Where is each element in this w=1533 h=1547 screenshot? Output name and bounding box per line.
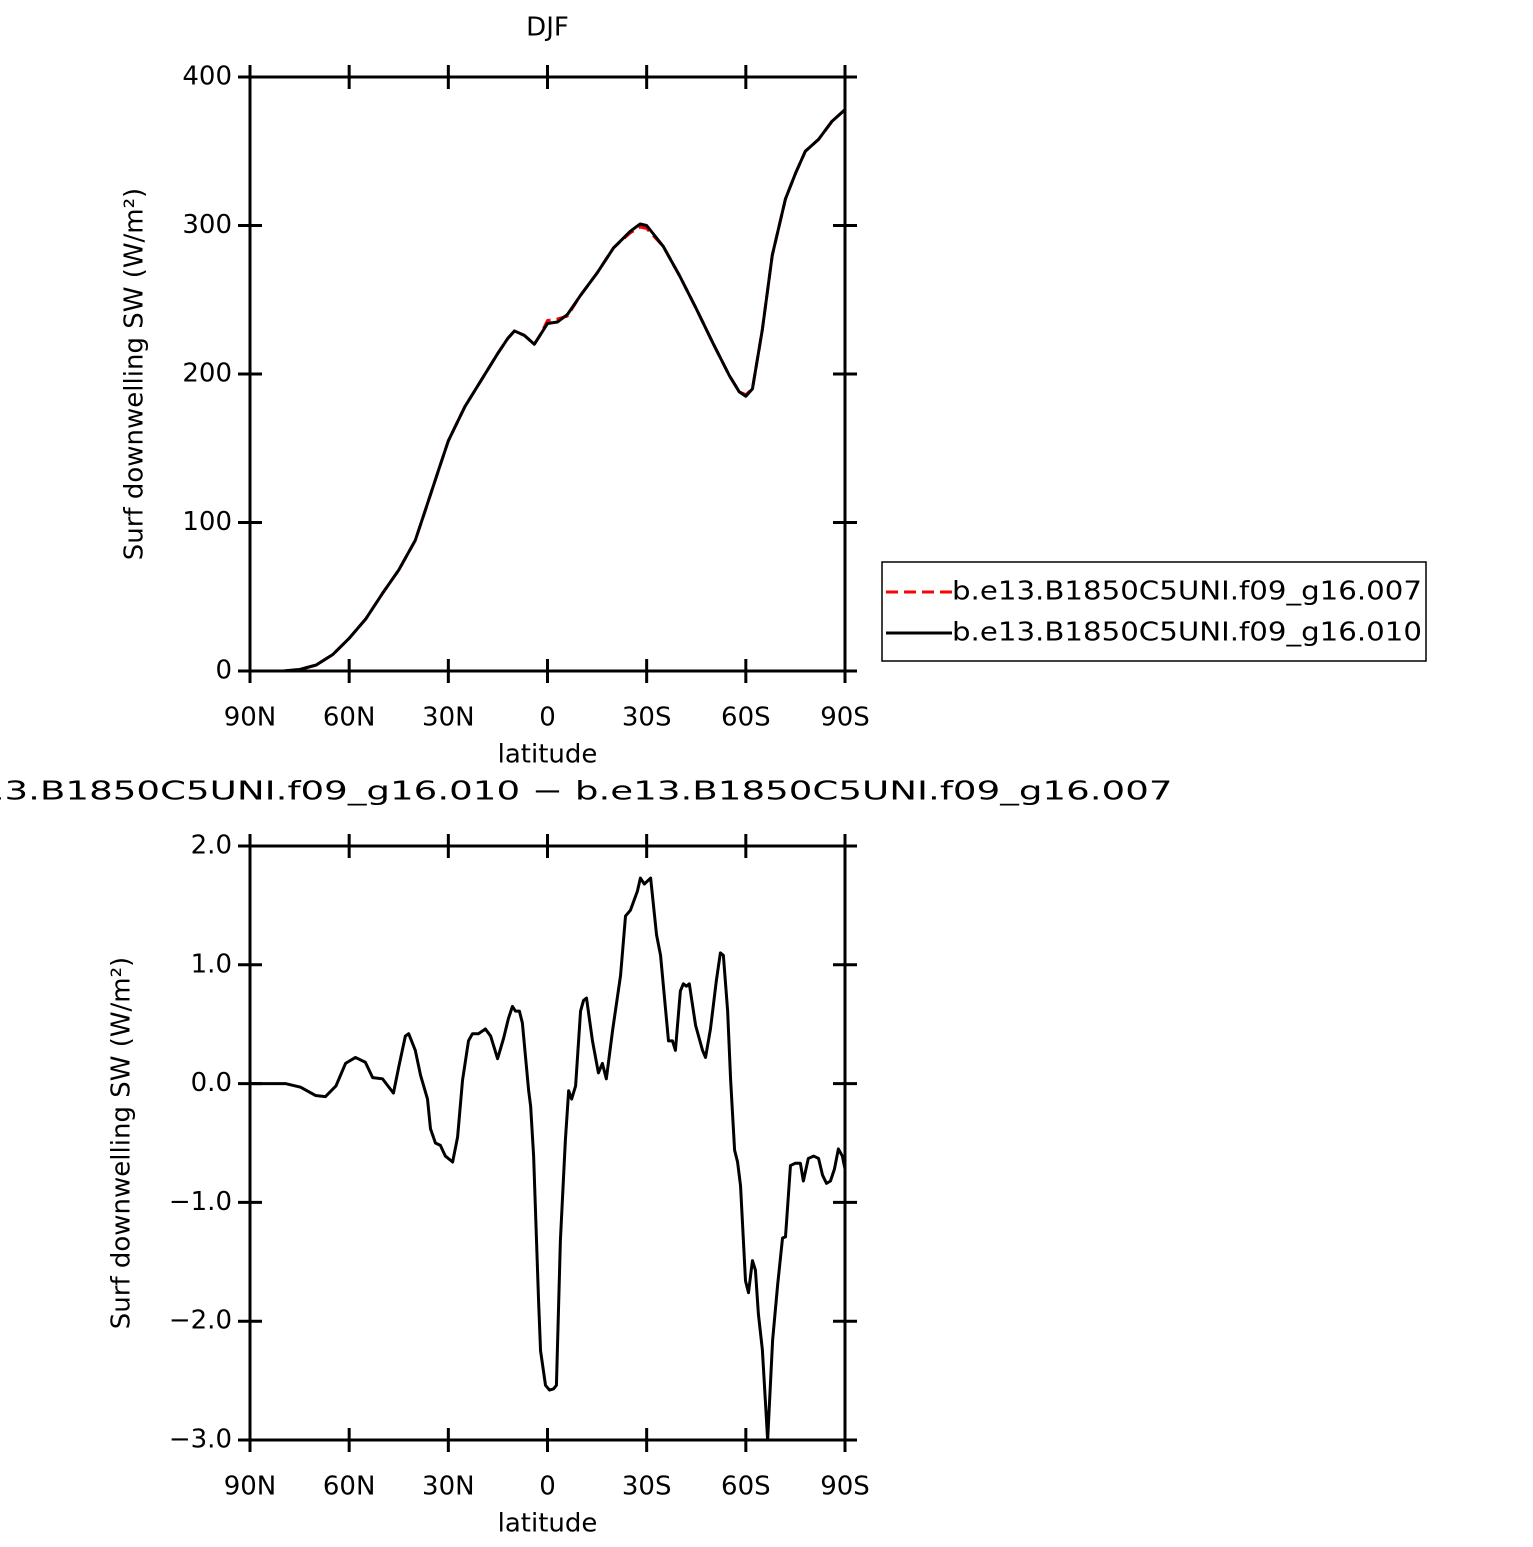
legend-box	[881, 561, 1427, 662]
x-tick-label: 90N	[224, 1472, 277, 1502]
y-tick-label: 0.0	[191, 1068, 232, 1098]
x-tick-label: 90S	[820, 1472, 870, 1502]
y-tick-label: 1.0	[191, 949, 232, 979]
x-tick-label: 30S	[622, 1472, 672, 1502]
chart-title: DJF	[526, 13, 569, 43]
y-tick-label: −3.0	[169, 1425, 232, 1455]
y-tick-label: 300	[182, 210, 232, 240]
y-tick-label: 2.0	[191, 831, 232, 861]
y-tick-label: 0	[215, 656, 232, 686]
plot-frame	[248, 844, 847, 1442]
x-tick-label: 60S	[721, 703, 771, 733]
x-tick-label: 90N	[224, 703, 277, 733]
x-axis-label: latitude	[498, 740, 598, 770]
y-tick-label: −1.0	[169, 1187, 232, 1217]
x-tick-label: 30S	[622, 703, 672, 733]
x-tick-label: 60N	[323, 1472, 376, 1502]
y-tick-label: 200	[182, 359, 232, 389]
legend-label: b.e13.B1850C5UNI.f09_g16.007	[952, 577, 1422, 607]
x-tick-label: 0	[539, 703, 556, 733]
data-line	[250, 108, 847, 673]
chart-title: b.e13.B1850C5UNI.f09_g16.010 − b.e13.B18…	[0, 777, 1173, 807]
y-axis-label: Surf downwelling SW (W/m²)	[107, 957, 137, 1329]
x-tick-label: 60N	[323, 703, 376, 733]
y-axis-label: Surf downwelling SW (W/m²)	[120, 188, 150, 560]
x-tick-label: 90S	[820, 703, 870, 733]
legend-label: b.e13.B1850C5UNI.f09_g16.010	[952, 618, 1422, 648]
x-tick-label: 60S	[721, 1472, 771, 1502]
x-tick-label: 0	[539, 1472, 556, 1502]
y-tick-label: 400	[182, 62, 232, 92]
x-axis-label: latitude	[498, 1509, 598, 1539]
data-line	[250, 876, 847, 1442]
y-tick-label: 100	[182, 507, 232, 537]
x-tick-label: 30N	[422, 703, 475, 733]
data-line	[250, 108, 847, 673]
x-tick-label: 30N	[422, 1472, 475, 1502]
y-tick-label: −2.0	[169, 1306, 232, 1336]
